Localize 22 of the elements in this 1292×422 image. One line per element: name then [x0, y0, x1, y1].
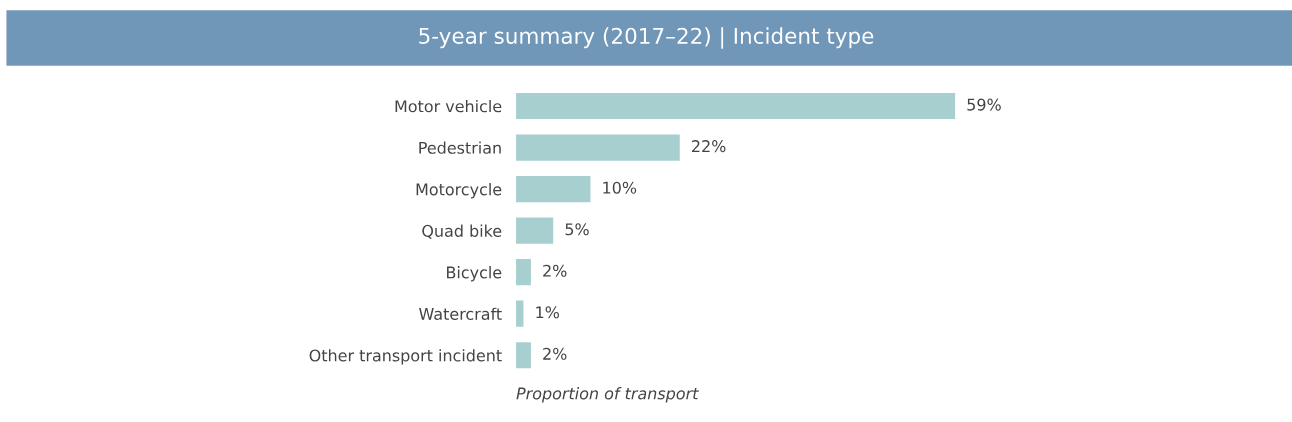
x-axis-title: Proportion of transport: [516, 387, 699, 403]
y-tick-label: Watercraft: [419, 307, 502, 320]
bar: [516, 217, 554, 244]
y-tick-label: Motorcycle: [416, 183, 502, 199]
y-tick-label: Quad bike: [422, 224, 502, 239]
bar: [516, 92, 956, 120]
y-tick-label: Pedestrian: [419, 141, 501, 154]
y-tick-label: Other transport incident: [309, 349, 502, 365]
data-label: 5%: [565, 223, 589, 236]
bar: [516, 176, 591, 203]
y-tick-label: Bicycle: [447, 266, 502, 282]
data-label: 2%: [543, 347, 567, 360]
bar: [516, 342, 531, 369]
data-label: 2%: [543, 264, 567, 277]
bar: [516, 134, 680, 161]
chart-title: 5-year summary (2017–22) | Incident type: [419, 27, 874, 49]
bar: [516, 259, 531, 286]
data-label: 22%: [692, 140, 726, 153]
y-tick-label: Motor vehicle: [395, 99, 502, 113]
data-label: 10%: [603, 181, 637, 194]
data-label: 1%: [536, 306, 560, 319]
data-label: 59%: [967, 98, 1001, 111]
